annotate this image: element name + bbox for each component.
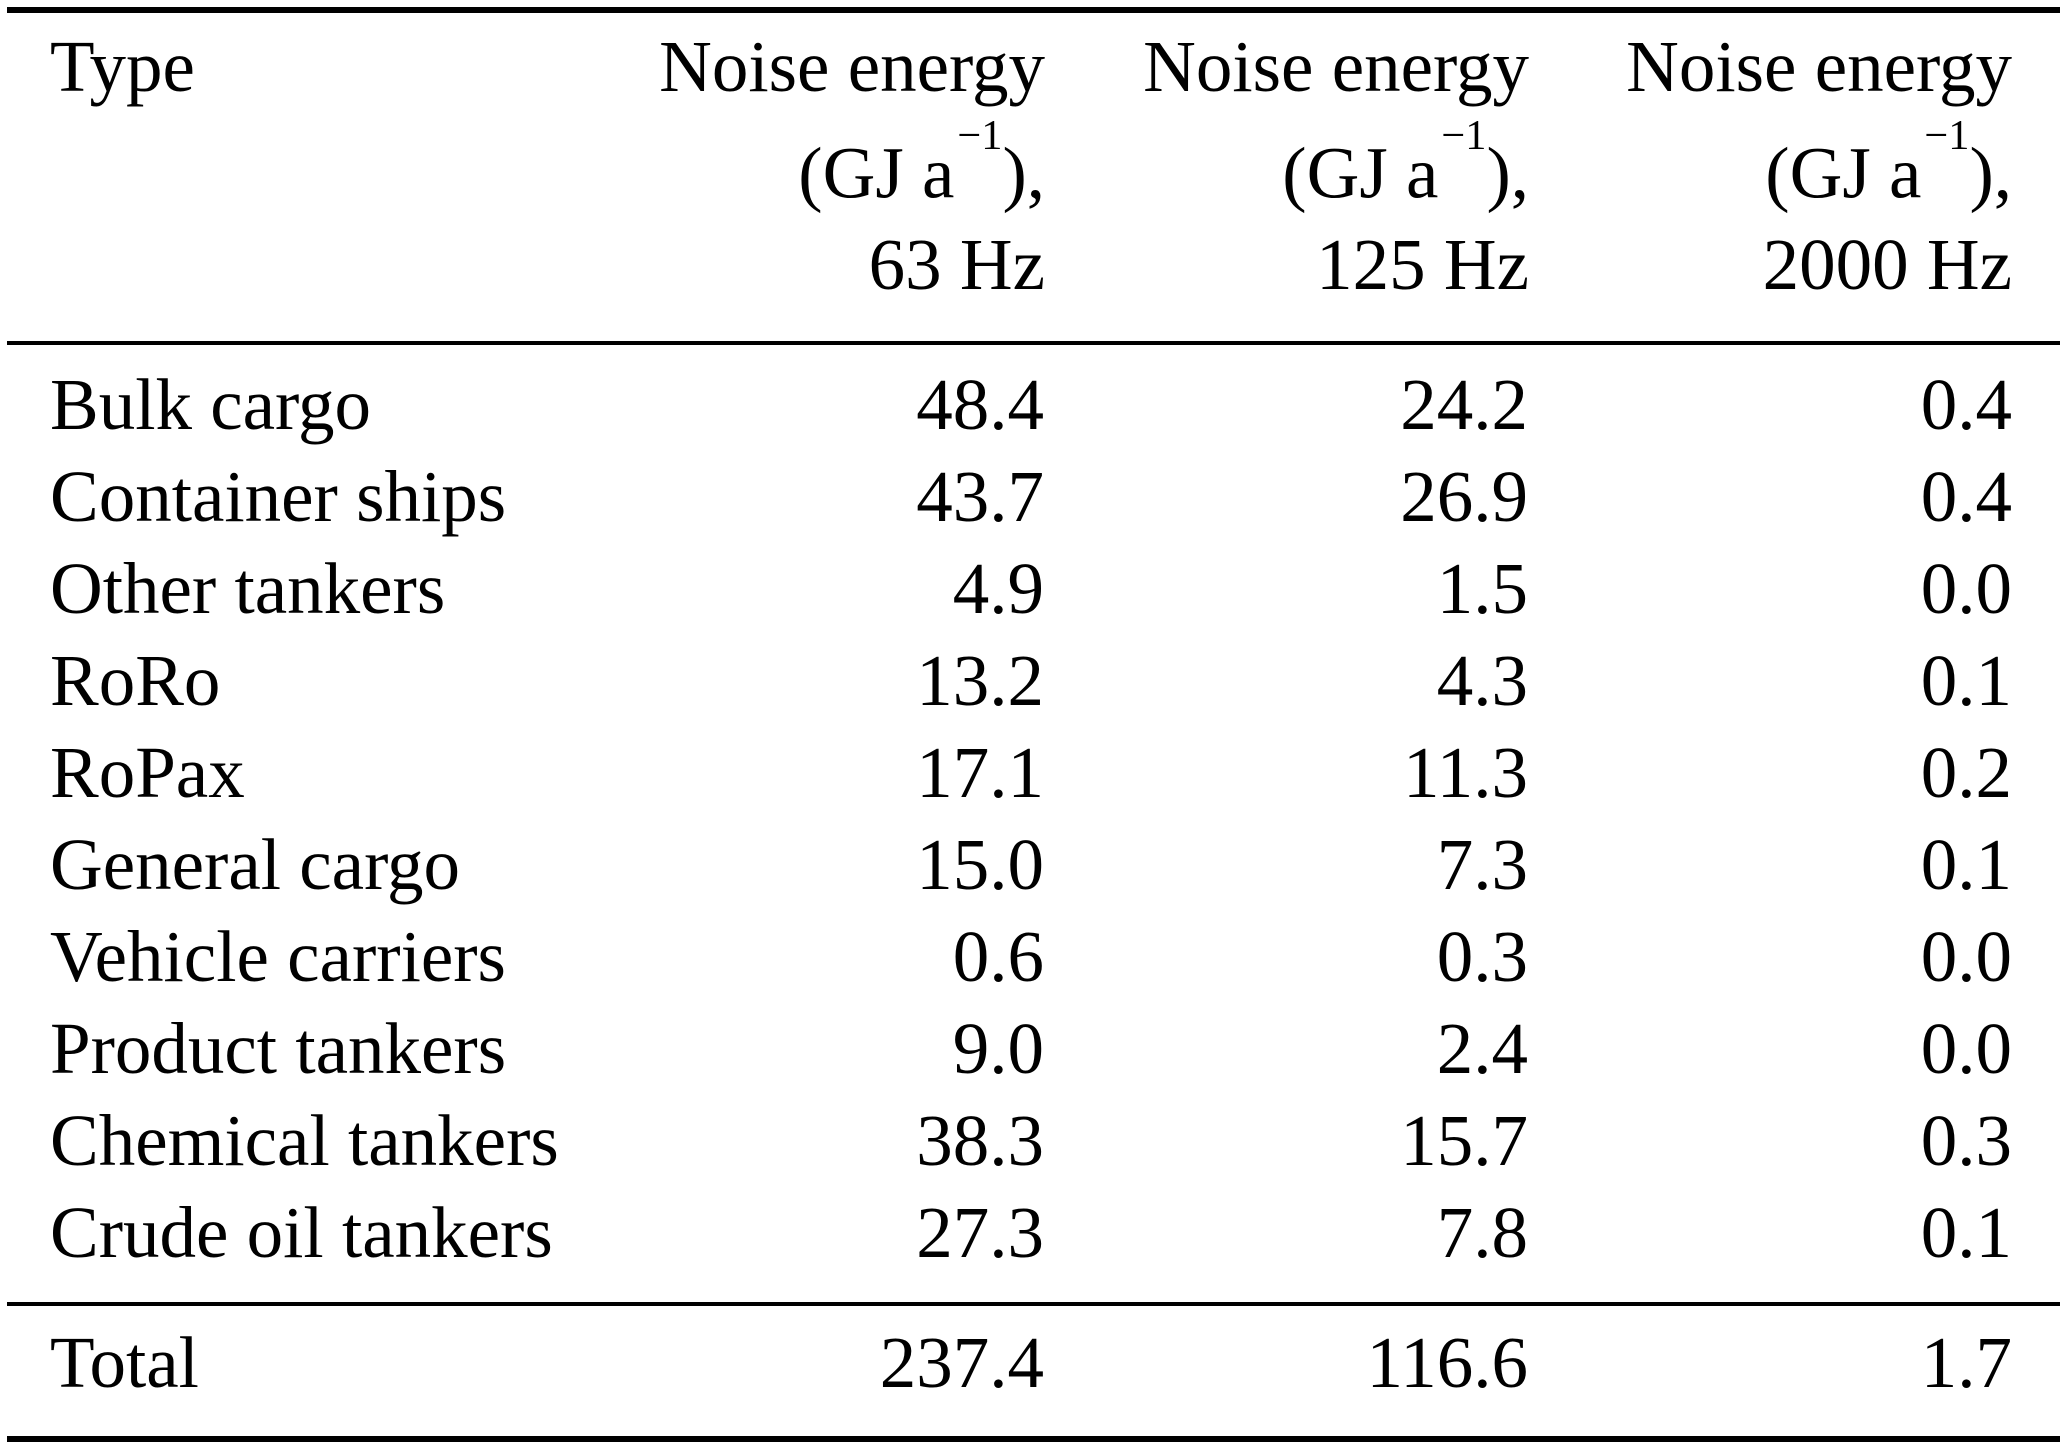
table-row: RoPax 17.1 11.3 0.2 [7, 727, 2060, 819]
table-row: Other tankers 4.9 1.5 0.0 [7, 543, 2060, 635]
header-unit: (GJ a−1), [1529, 111, 2012, 219]
value-125hz-cell: 4.3 [1436, 640, 1528, 722]
header-unit: (GJ a−1), [1045, 111, 1529, 219]
unit-exponent: −1 [1924, 111, 1970, 159]
value-2000hz-cell: 0.2 [1920, 732, 2012, 814]
value-125hz-cell: 15.7 [1400, 1100, 1528, 1182]
table-row: General cargo 15.0 7.3 0.1 [7, 819, 2060, 911]
table-row: RoRo 13.2 4.3 0.1 [7, 635, 2060, 727]
table-body: Bulk cargo 48.4 24.2 0.4 Container ships… [7, 343, 2060, 1304]
value-63hz-cell: 48.4 [916, 364, 1044, 446]
value-2000hz-cell: 0.4 [1920, 364, 2012, 446]
table-row: Chemical tankers 38.3 15.7 0.3 [7, 1095, 2060, 1187]
unit-exponent: −1 [957, 111, 1003, 159]
table-row: Crude oil tankers 27.3 7.8 0.1 [7, 1187, 2060, 1304]
total-row: Total 237.4 116.6 1.7 [7, 1302, 2060, 1440]
table-header: Type Noise energy (GJ a−1), 63 Hz Noise … [7, 10, 2060, 346]
value-2000hz-cell: 0.1 [1920, 640, 2012, 722]
value-2000hz-cell: 0.4 [1920, 456, 2012, 538]
ship-type-cell: Other tankers [50, 548, 446, 630]
header-frequency: 125 Hz [1316, 224, 1529, 306]
ship-type-cell: Crude oil tankers [50, 1192, 553, 1274]
column-header-125hz: Noise energy (GJ a−1), 125 Hz [1045, 10, 1529, 346]
value-63hz-cell: 43.7 [916, 456, 1044, 538]
header-unit: (GJ a−1), [560, 111, 1045, 219]
value-125hz-cell: 11.3 [1402, 732, 1528, 814]
value-2000hz-cell: 0.0 [1920, 1008, 2012, 1090]
unit-exponent: −1 [1441, 111, 1487, 159]
total-label-cell: Total [7, 1302, 560, 1440]
table-row: Product tankers 9.0 2.4 0.0 [7, 1003, 2060, 1095]
header-title: Noise energy [1626, 26, 2012, 107]
value-63hz-cell: 38.3 [916, 1100, 1044, 1182]
header-row: Type Noise energy (GJ a−1), 63 Hz Noise … [7, 10, 2060, 346]
value-2000hz-cell: 0.1 [1920, 1192, 2012, 1274]
value-125hz-cell: 0.3 [1436, 916, 1528, 998]
ship-type-cell: Product tankers [50, 1008, 507, 1090]
table-row: Bulk cargo 48.4 24.2 0.4 [7, 343, 2060, 451]
total-2000hz-cell: 1.7 [1529, 1302, 2060, 1440]
unit-prefix: (GJ a [798, 132, 955, 214]
value-125hz-cell: 26.9 [1400, 456, 1528, 538]
column-header-63hz: Noise energy (GJ a−1), 63 Hz [560, 10, 1045, 346]
value-2000hz-cell: 0.1 [1920, 824, 2012, 906]
unit-suffix: ), [1002, 132, 1045, 214]
total-125hz-cell: 116.6 [1045, 1302, 1529, 1440]
column-header-2000hz: Noise energy (GJ a−1), 2000 Hz [1529, 10, 2060, 346]
unit-prefix: (GJ a [1282, 132, 1439, 214]
value-125hz-cell: 1.5 [1436, 548, 1528, 630]
unit-suffix: ), [1486, 132, 1529, 214]
ship-type-cell: General cargo [50, 824, 461, 906]
value-63hz-cell: 4.9 [952, 548, 1044, 630]
unit-prefix: (GJ a [1765, 132, 1922, 214]
table-footer: Total 237.4 116.6 1.7 [7, 1302, 2060, 1440]
header-frequency: 63 Hz [868, 224, 1045, 306]
header-frequency: 2000 Hz [1762, 224, 2012, 306]
value-125hz-cell: 7.8 [1436, 1192, 1528, 1274]
ship-type-cell: Chemical tankers [50, 1100, 559, 1182]
value-125hz-cell: 24.2 [1400, 364, 1528, 446]
total-63hz-cell: 237.4 [560, 1302, 1045, 1440]
header-title: Noise energy [659, 26, 1045, 107]
value-125hz-cell: 2.4 [1436, 1008, 1528, 1090]
ship-type-cell: Bulk cargo [50, 364, 372, 446]
ship-type-cell: Vehicle carriers [50, 916, 506, 998]
column-header-type: Type [7, 10, 560, 346]
value-63hz-cell: 13.2 [916, 640, 1044, 722]
value-2000hz-cell: 0.0 [1920, 916, 2012, 998]
value-63hz-cell: 0.6 [952, 916, 1044, 998]
value-63hz-cell: 17.1 [916, 732, 1044, 814]
value-63hz-cell: 9.0 [952, 1008, 1044, 1090]
ship-type-cell: RoRo [50, 640, 221, 722]
value-2000hz-cell: 0.3 [1920, 1100, 2012, 1182]
header-title: Noise energy [1143, 26, 1529, 107]
value-63hz-cell: 15.0 [916, 824, 1044, 906]
value-63hz-cell: 27.3 [916, 1192, 1044, 1274]
ship-type-cell: Container ships [50, 456, 507, 538]
unit-suffix: ), [1969, 132, 2012, 214]
noise-energy-table: Type Noise energy (GJ a−1), 63 Hz Noise … [7, 7, 2060, 1442]
value-2000hz-cell: 0.0 [1920, 548, 2012, 630]
value-125hz-cell: 7.3 [1436, 824, 1528, 906]
table-row: Vehicle carriers 0.6 0.3 0.0 [7, 911, 2060, 1003]
ship-type-cell: RoPax [50, 732, 245, 814]
table-row: Container ships 43.7 26.9 0.4 [7, 451, 2060, 543]
